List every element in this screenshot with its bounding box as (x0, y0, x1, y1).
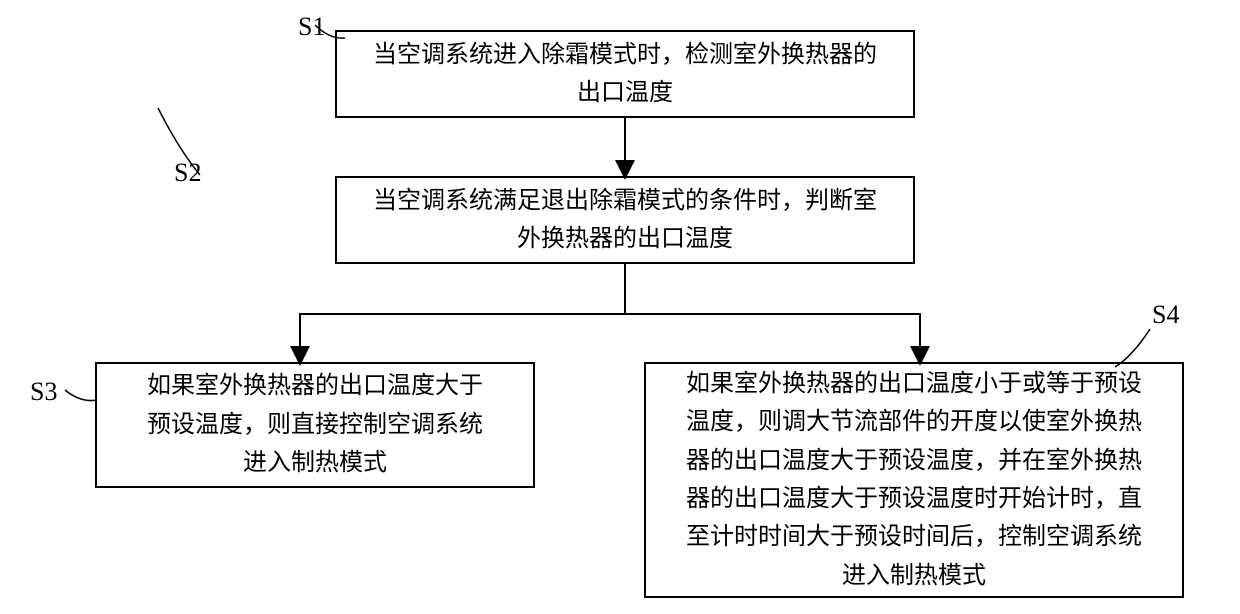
node-text: 当空调系统满足退出除霜模式的条件时，判断室 外换热器的出口温度 (373, 182, 877, 259)
step-label-s4: S4 (1152, 300, 1179, 330)
step-label-s3: S3 (30, 377, 57, 407)
flow-node-s1: 当空调系统进入除霜模式时，检测室外换热器的 出口温度 (335, 30, 915, 118)
node-text: 如果室外换热器的出口温度大于 预设温度，则直接控制空调系统 进入制热模式 (147, 367, 483, 482)
step-label-s1: S1 (298, 12, 325, 42)
flow-node-s4: 如果室外换热器的出口温度小于或等于预设 温度，则调大节流部件的开度以使室外换热 … (644, 362, 1184, 598)
node-text: 当空调系统进入除霜模式时，检测室外换热器的 出口温度 (373, 36, 877, 113)
step-label-s2: S2 (174, 158, 201, 188)
flow-node-s2: 当空调系统满足退出除霜模式的条件时，判断室 外换热器的出口温度 (335, 176, 915, 264)
node-text: 如果室外换热器的出口温度小于或等于预设 温度，则调大节流部件的开度以使室外换热 … (686, 365, 1142, 595)
flow-node-s3: 如果室外换热器的出口温度大于 预设温度，则直接控制空调系统 进入制热模式 (95, 362, 535, 488)
